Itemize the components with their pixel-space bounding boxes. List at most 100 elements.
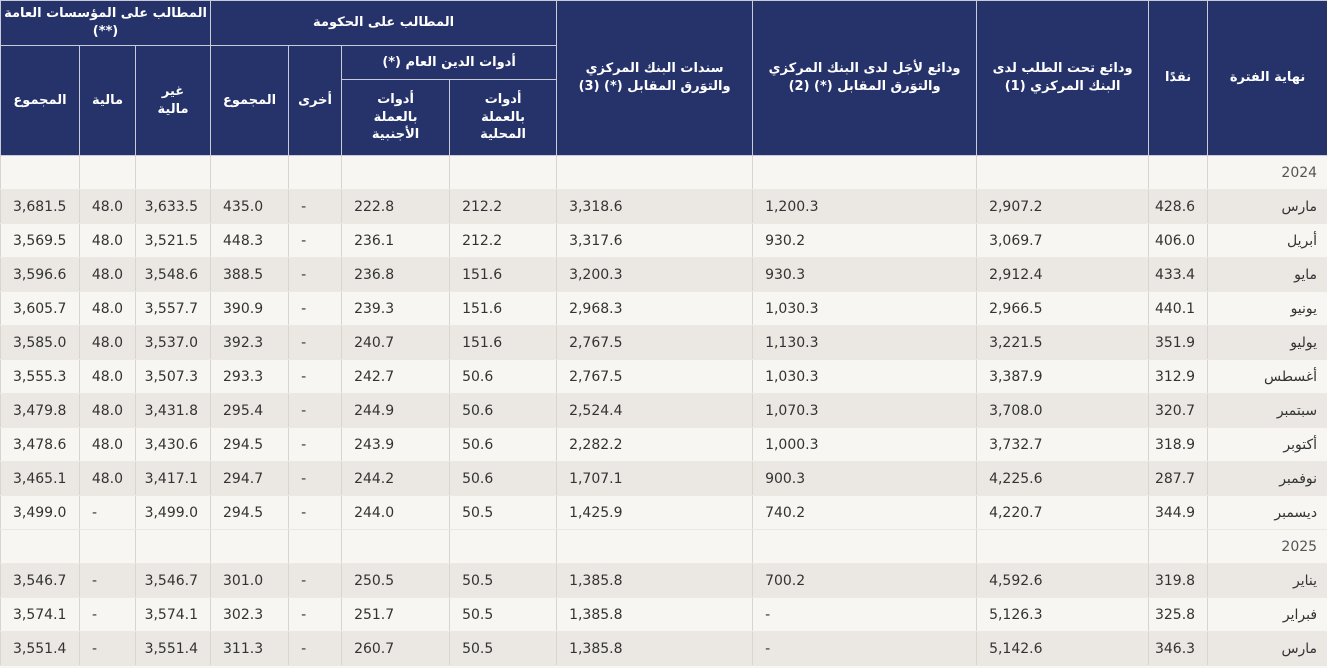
empty-cell [556, 155, 754, 190]
value-cell: - [288, 257, 343, 292]
value-cell: 295.4 [210, 393, 290, 428]
period-cell: أغسطس [1207, 359, 1327, 394]
value-cell: 2,907.2 [976, 189, 1150, 224]
value-cell: 351.9 [1148, 325, 1209, 360]
value-cell: 3,537.0 [135, 325, 212, 360]
table-row: ديسمبر 344.9 4,220.7 740.2 1,425.9 50.5 244.0-… [0, 495, 1327, 530]
value-cell: 435.0 [210, 189, 290, 224]
value-cell: - [288, 495, 343, 530]
period-cell: فبراير [1207, 597, 1327, 632]
value-cell: 344.9 [1148, 495, 1209, 530]
value-cell: 293.3 [210, 359, 290, 394]
period-cell: مارس [1207, 189, 1327, 224]
period-cell: يونيو [1207, 291, 1327, 326]
empty-cell [135, 529, 212, 564]
empty-cell [976, 529, 1150, 564]
value-cell: 3,551.4 [0, 631, 81, 666]
value-cell: 212.2 [449, 223, 558, 258]
table-row: يونيو 440.1 2,966.5 1,030.3 2,968.3 151.6 239.… [0, 291, 1327, 326]
value-cell: 448.3 [210, 223, 290, 258]
period-cell: سبتمبر [1207, 393, 1327, 428]
value-cell: 2,524.4 [556, 393, 754, 428]
period-cell: أكتوبر [1207, 427, 1327, 462]
value-cell: 294.7 [210, 461, 290, 496]
value-cell: 3,499.0 [135, 495, 212, 530]
value-cell: 151.6 [449, 291, 558, 326]
header-cash: نقدًا [1148, 0, 1209, 156]
empty-cell [341, 529, 451, 564]
year-row: 2025 [0, 529, 1327, 564]
value-cell: 346.3 [1148, 631, 1209, 666]
value-cell: 5,142.6 [976, 631, 1150, 666]
header-foreign-currency: أدوات بالعملة الأجنبية [341, 79, 451, 156]
value-cell: 3,479.8 [0, 393, 81, 428]
value-cell: 1,200.3 [752, 189, 978, 224]
value-cell: 319.8 [1148, 563, 1209, 598]
value-cell: 4,592.6 [976, 563, 1150, 598]
header-other: أخرى [288, 45, 343, 156]
table-header: نهاية الفترة نقدًا ودائع تحت الطلب لدى ا… [0, 0, 1327, 156]
value-cell: 3,546.7 [0, 563, 81, 598]
empty-cell [0, 529, 81, 564]
value-cell: 3,574.1 [0, 597, 81, 632]
value-cell: - [752, 631, 978, 666]
value-cell: 48.0 [79, 257, 137, 292]
empty-cell [210, 529, 290, 564]
value-cell: 236.8 [341, 257, 451, 292]
value-cell: 3,732.7 [976, 427, 1150, 462]
value-cell: - [288, 291, 343, 326]
value-cell: - [79, 563, 137, 598]
value-cell: 1,385.8 [556, 597, 754, 632]
empty-cell [752, 155, 978, 190]
value-cell: 4,220.7 [976, 495, 1150, 530]
value-cell: 3,569.5 [0, 223, 81, 258]
value-cell: 3,708.0 [976, 393, 1150, 428]
value-cell: 4,225.6 [976, 461, 1150, 496]
value-cell: 3,499.0 [0, 495, 81, 530]
header-gov-claims: المطالب على الحكومة [210, 0, 558, 46]
value-cell: 2,767.5 [556, 359, 754, 394]
value-cell: 3,521.5 [135, 223, 212, 258]
value-cell: 3,431.8 [135, 393, 212, 428]
value-cell: 294.5 [210, 427, 290, 462]
table-row: مايو 433.4 2,912.4 930.3 3,200.3 151.6 236.8-3… [0, 257, 1327, 292]
value-cell: 3,221.5 [976, 325, 1150, 360]
value-cell: - [288, 427, 343, 462]
empty-cell [976, 155, 1150, 190]
value-cell: 3,548.6 [135, 257, 212, 292]
value-cell: - [288, 325, 343, 360]
value-cell: 1,030.3 [752, 359, 978, 394]
value-cell: 302.3 [210, 597, 290, 632]
value-cell: 700.2 [752, 563, 978, 598]
value-cell: 244.0 [341, 495, 451, 530]
table-row: أغسطس 312.9 3,387.9 1,030.3 2,767.5 50.6 242.7… [0, 359, 1327, 394]
value-cell: - [288, 631, 343, 666]
value-cell: - [288, 563, 343, 598]
table-row: أبريل 406.0 3,069.7 930.2 3,317.6 212.2 236.1-… [0, 223, 1327, 258]
value-cell: 3,317.6 [556, 223, 754, 258]
value-cell: 50.6 [449, 461, 558, 496]
value-cell: 50.6 [449, 427, 558, 462]
period-cell: يناير [1207, 563, 1327, 598]
header-term-deposits: ودائع لأجَل لدى البنك المركزي والتوَرق ا… [752, 0, 978, 156]
empty-cell [752, 529, 978, 564]
value-cell: 740.2 [752, 495, 978, 530]
period-cell: يوليو [1207, 325, 1327, 360]
empty-cell [79, 155, 137, 190]
value-cell: 212.2 [449, 189, 558, 224]
empty-cell [341, 155, 451, 190]
value-cell: - [288, 461, 343, 496]
value-cell: 50.6 [449, 393, 558, 428]
value-cell: 2,966.5 [976, 291, 1150, 326]
value-cell: - [288, 597, 343, 632]
table-row: فبراير 325.8 5,126.3-1,385.8 50.5 251.7-302.… [0, 597, 1327, 632]
value-cell: 440.1 [1148, 291, 1209, 326]
empty-cell [449, 529, 558, 564]
value-cell: - [288, 189, 343, 224]
table-row: يناير 319.8 4,592.6 700.2 1,385.8 50.5 250.5-3… [0, 563, 1327, 598]
value-cell: 312.9 [1148, 359, 1209, 394]
value-cell: 3,465.1 [0, 461, 81, 496]
header-cb-bonds: سندات البنك المركزي والتوَرق المقابل (*)… [556, 0, 754, 156]
value-cell: 2,912.4 [976, 257, 1150, 292]
